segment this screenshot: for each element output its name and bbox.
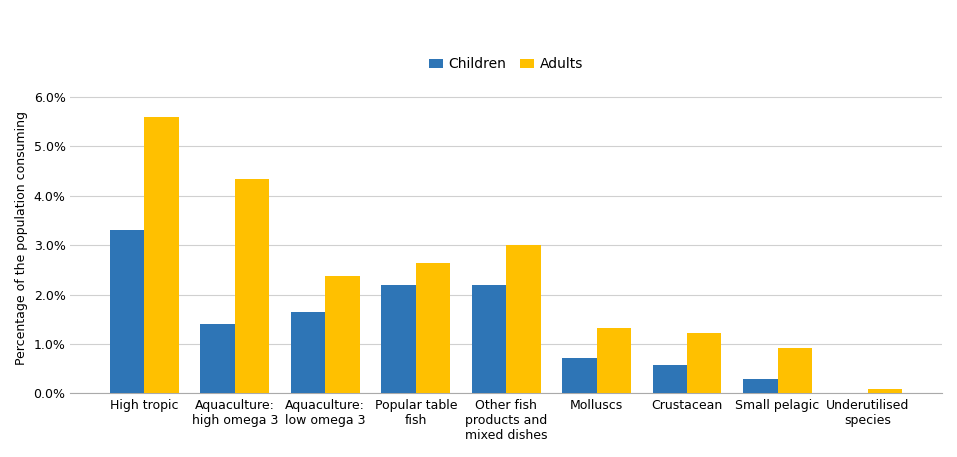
Bar [472,285,506,393]
Bar [868,388,902,393]
Bar [325,276,360,393]
Bar [110,230,145,393]
Bar [777,347,812,393]
Bar [291,312,325,393]
Legend: Children, Adults: Children, Adults [424,52,589,77]
Bar [234,179,269,393]
Y-axis label: Percentage of the population consuming: Percentage of the population consuming [15,111,28,365]
Bar [687,333,722,393]
Bar [744,379,777,393]
Bar [506,245,541,393]
Bar [596,328,631,393]
Bar [653,365,687,393]
Bar [382,285,415,393]
Bar [145,117,179,393]
Bar [563,358,596,393]
Bar [200,324,234,393]
Bar [415,263,450,393]
